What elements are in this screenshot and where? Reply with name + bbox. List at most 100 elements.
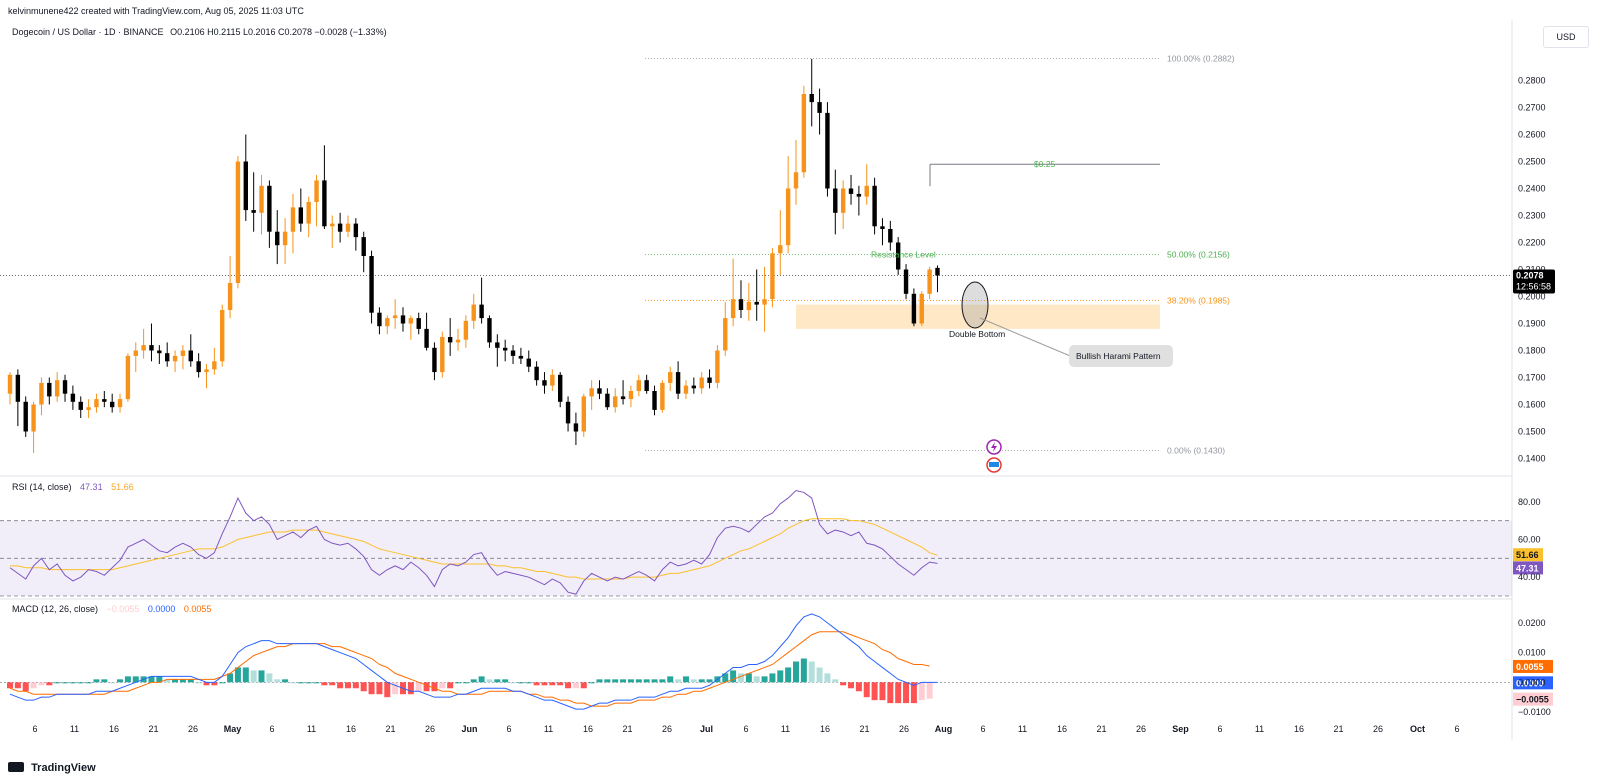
date-tick-label: 26 xyxy=(899,724,909,734)
date-tick-label: 11 xyxy=(1255,724,1264,734)
tradingview-brand: TradingView xyxy=(31,762,96,774)
macd-histogram-bar xyxy=(926,682,933,699)
candle-body xyxy=(864,185,869,197)
macd-histogram-bar xyxy=(470,679,477,683)
candle-body xyxy=(306,202,311,224)
macd-histogram-bar xyxy=(77,682,84,684)
macd-histogram-bar xyxy=(93,679,100,683)
candle-body xyxy=(620,396,626,400)
rsi-ma-badge-value: 51.66 xyxy=(1516,550,1539,560)
candle-body xyxy=(675,372,681,394)
candle-body xyxy=(78,401,83,410)
macd-histogram-bar xyxy=(14,682,21,689)
macd-legend: MACD (12, 26, close) −0.0055 0.0000 0.00… xyxy=(12,604,211,614)
candle-body xyxy=(400,315,406,324)
macd-line xyxy=(9,613,938,710)
candle-body xyxy=(683,385,689,394)
date-tick-label: 11 xyxy=(1018,724,1027,734)
price-tick-label: 0.2400 xyxy=(1518,184,1546,194)
candle-body xyxy=(817,102,822,113)
macd-histogram-bar xyxy=(227,673,234,683)
candle-body xyxy=(157,350,162,354)
candle-body xyxy=(337,223,343,232)
macd-tick-label: 0.0100 xyxy=(1518,648,1546,658)
created-by-text: kelvinmunene422 created with TradingView… xyxy=(8,6,304,16)
rsi-legend: RSI (14, close) 47.31 51.66 xyxy=(12,482,134,492)
date-tick-label: Jun xyxy=(461,724,477,734)
candle-body xyxy=(888,229,893,243)
candle-body xyxy=(565,401,571,424)
macd-histogram-bar xyxy=(533,682,540,686)
macd-signal-line xyxy=(9,631,930,707)
price-tick-label: 0.1900 xyxy=(1518,319,1546,329)
rsi-ma-badge xyxy=(1513,548,1543,562)
date-tick-label: 16 xyxy=(820,724,830,734)
macd-histogram-bar xyxy=(918,682,925,701)
support-zone xyxy=(796,304,1160,329)
candle-body xyxy=(652,391,657,410)
macd-histogram-bar xyxy=(863,682,870,698)
rsi-title: RSI (14, close) xyxy=(12,482,72,492)
macd-histogram-bar xyxy=(690,679,697,683)
macd-histogram-bar xyxy=(313,682,320,684)
candle-body xyxy=(605,393,610,408)
candle-body xyxy=(628,391,634,400)
macd-tick-label: 0.0200 xyxy=(1518,618,1546,628)
candle-body xyxy=(534,366,539,381)
candle-body xyxy=(188,350,193,362)
macd-histogram-bar xyxy=(234,667,241,683)
macd-histogram-bar xyxy=(203,682,210,686)
flag-icon-stripe xyxy=(989,462,999,467)
macd-histogram-bar xyxy=(903,682,910,704)
price-tick-label: 0.2200 xyxy=(1518,238,1546,248)
macd-histogram-bar xyxy=(242,667,249,683)
candle-body xyxy=(636,380,641,391)
fib-level-label: 38.20% (0.1985) xyxy=(1167,296,1230,306)
macd-value-badge-text: 0.0055 xyxy=(1516,662,1544,672)
candle-body xyxy=(762,299,767,305)
candle-body xyxy=(204,369,209,373)
candle-body xyxy=(369,256,374,313)
macd-histogram-bar xyxy=(148,676,155,683)
candle-body xyxy=(699,377,704,389)
date-tick-label: 6 xyxy=(980,724,985,734)
tradingview-logo[interactable]: TradingView xyxy=(8,762,96,774)
macd-histogram-bar xyxy=(808,661,815,683)
candle-body xyxy=(251,210,256,213)
macd-histogram-bar xyxy=(431,682,438,692)
fib-level-label: 100.00% (0.2882) xyxy=(1167,53,1235,63)
macd-histogram-bar xyxy=(612,679,619,683)
candle-body xyxy=(550,374,555,386)
macd-histogram-bar xyxy=(737,673,744,683)
macd-title: MACD (12, 26, close) xyxy=(12,604,99,614)
candle-body xyxy=(314,180,319,202)
macd-histogram-bar xyxy=(462,682,469,684)
candle-body xyxy=(392,315,398,319)
macd-histogram-bar xyxy=(525,682,532,684)
date-tick-label: 16 xyxy=(109,724,119,734)
candle-body xyxy=(15,374,21,402)
macd-histogram-bar xyxy=(85,682,92,684)
rsi-badge-value: 47.31 xyxy=(1516,563,1539,573)
current-price-value: 0.2078 xyxy=(1516,270,1544,280)
candle-body xyxy=(526,358,531,367)
macd-histogram-bar xyxy=(478,676,485,683)
date-tick-label: 6 xyxy=(1454,724,1459,734)
candle-body xyxy=(102,399,107,402)
candle-body xyxy=(62,380,68,394)
date-tick-label: 6 xyxy=(32,724,37,734)
candle-body xyxy=(31,404,36,432)
date-tick-label: 21 xyxy=(148,724,158,734)
macd-histogram-bar xyxy=(745,673,752,683)
callout-box xyxy=(1069,345,1173,367)
macd-histogram-bar xyxy=(682,676,689,683)
rsi-ma-line xyxy=(10,518,938,580)
currency-button[interactable]: USD xyxy=(1543,26,1589,48)
date-tick-label: 21 xyxy=(859,724,869,734)
candle-body xyxy=(149,345,154,351)
macd-value-badge-text: 0.0000 xyxy=(1516,678,1544,688)
candle-body xyxy=(141,345,146,351)
macd-histogram-bar xyxy=(588,682,595,684)
candle-body xyxy=(589,388,594,397)
